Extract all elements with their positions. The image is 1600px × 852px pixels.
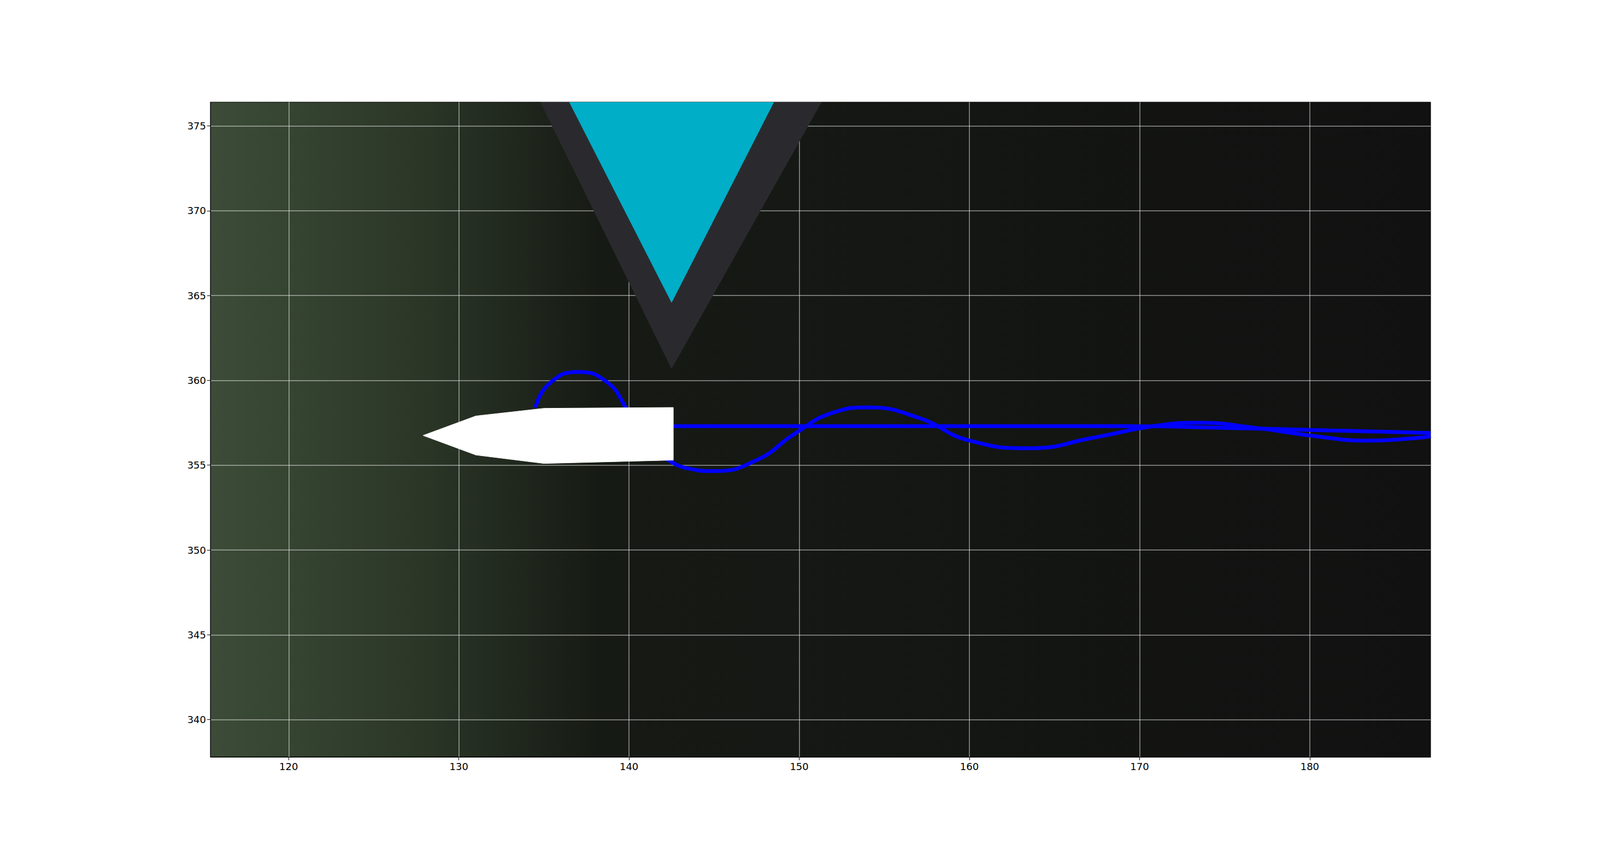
svg-text:150: 150 [789,761,809,773]
svg-text:180: 180 [1300,761,1320,773]
svg-text:350: 350 [187,544,207,557]
svg-text:355: 355 [187,459,207,472]
svg-text:360: 360 [187,374,207,387]
svg-text:370: 370 [187,204,207,217]
svg-text:340: 340 [187,714,207,726]
svg-text:345: 345 [187,629,207,641]
svg-text:140: 140 [619,761,639,773]
svg-text:120: 120 [279,761,298,773]
svg-text:365: 365 [187,290,207,302]
svg-text:160: 160 [960,761,979,773]
svg-text:130: 130 [449,761,469,773]
svg-text:170: 170 [1130,761,1149,773]
svg-text:375: 375 [187,120,207,132]
